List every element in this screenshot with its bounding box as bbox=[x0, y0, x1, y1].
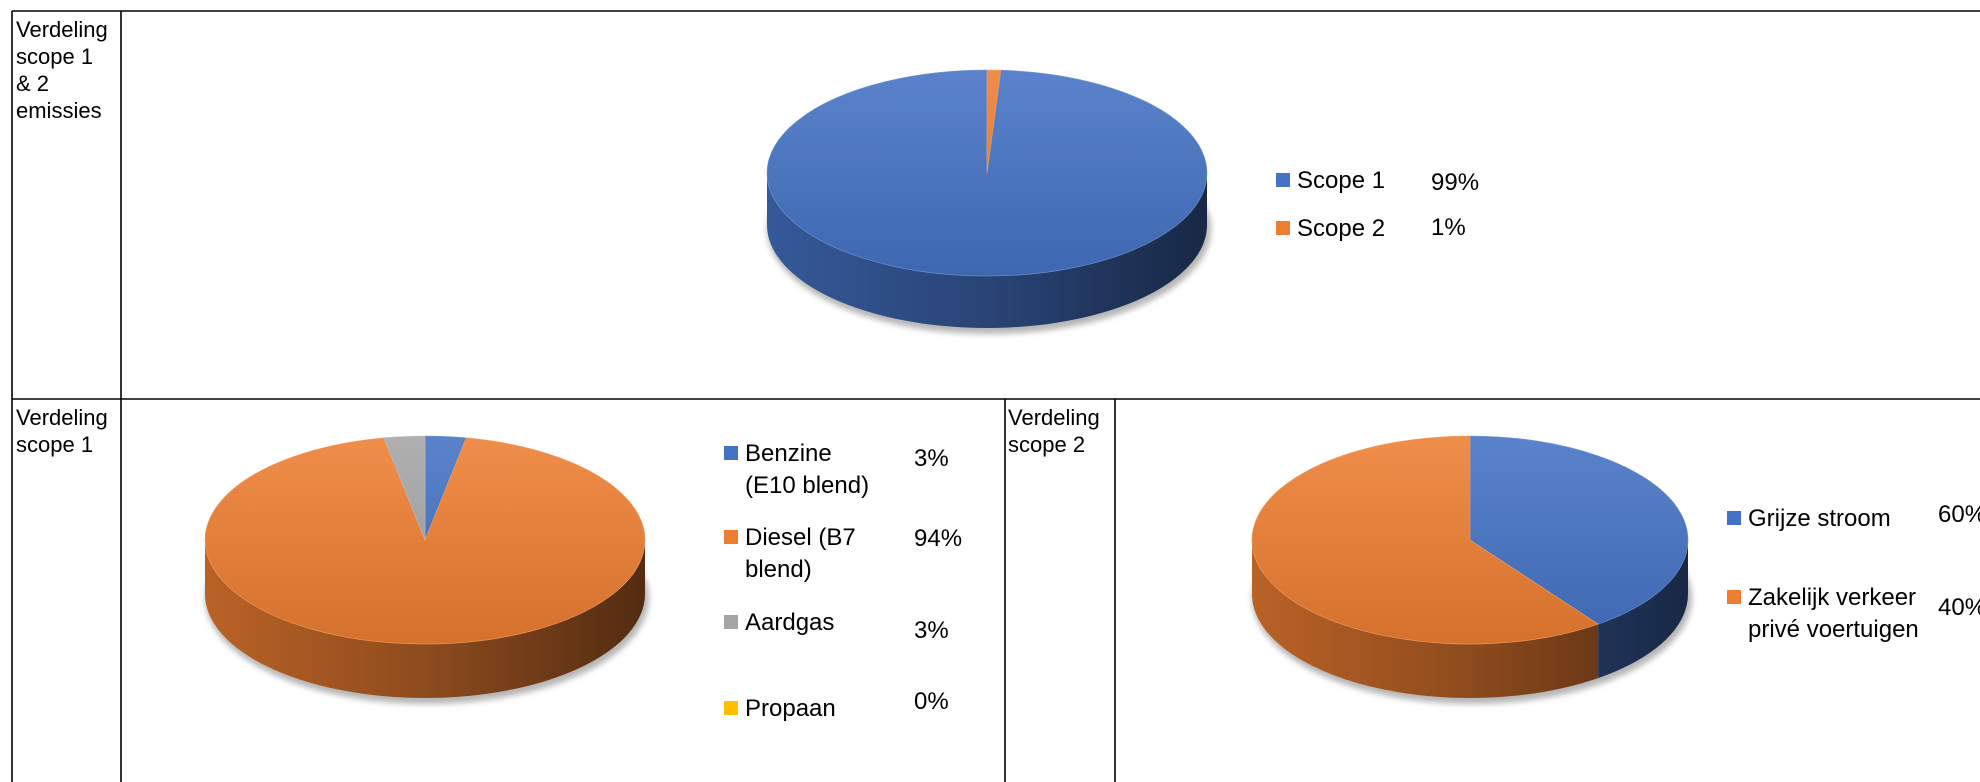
chart-legend-1: Scope 1 99% Scope 2 1% bbox=[1276, 167, 1479, 242]
legend-label-scope-2: Scope 2 bbox=[1297, 215, 1385, 242]
legend-swatch-zakelijk-verkeer-priv-voertuigen bbox=[1727, 590, 1741, 604]
legend-swatch-scope-1 bbox=[1276, 173, 1290, 187]
row-label-scope-1-2: Verdeling scope 1 & 2 emissies bbox=[16, 17, 108, 123]
legend-label-benzine-e10-blend-: Benzine bbox=[745, 440, 832, 467]
pie-side-group bbox=[205, 540, 645, 698]
legend-label-diesel-b7-blend-: Diesel (B7 bbox=[745, 524, 856, 551]
pie-side-scope-1 bbox=[767, 173, 1207, 328]
pie-side-grijze-stroom bbox=[1598, 540, 1688, 679]
legend-label-aardgas: Aardgas bbox=[745, 609, 834, 636]
table-grid bbox=[11, 10, 1980, 782]
legend-label-scope-1: Scope 1 bbox=[1297, 167, 1385, 194]
legend-label-benzine-e10-blend-: (E10 blend) bbox=[745, 472, 869, 499]
legend-percent-aardgas: 3% bbox=[914, 617, 949, 644]
legend-swatch-propaan bbox=[724, 701, 738, 715]
legend-percent-grijze-stroom: 60% bbox=[1938, 501, 1980, 528]
row-label-scope-2: Verdeling scope 2 bbox=[1008, 405, 1100, 457]
chart-legend-3: Grijze stroom 60% Zakelijk verkeer privé vo… bbox=[1727, 501, 1980, 643]
pie-chart-1 bbox=[766, 69, 1211, 334]
charts-layer: Scope 1 99% Scope 2 1% Benzine (E10 blend) 3% D… bbox=[204, 69, 1980, 722]
pie-side-group bbox=[1252, 540, 1688, 698]
legend-swatch-scope-2 bbox=[1276, 221, 1290, 235]
pie-side-diesel-b7-blend- bbox=[205, 540, 645, 698]
row-label-scope-1: Verdeling scope 1 bbox=[16, 405, 108, 457]
chart-legend-2: Benzine (E10 blend) 3% Diesel (B7 blend) 94% A… bbox=[724, 440, 962, 722]
legend-label-propaan: Propaan bbox=[745, 695, 836, 722]
pie-side-group bbox=[767, 173, 1207, 328]
pie-chart-3 bbox=[1251, 435, 1692, 704]
legend-percent-propaan: 0% bbox=[914, 688, 949, 715]
pie-slice-zakelijk-verkeer-priv-voertuigen bbox=[1251, 435, 1599, 645]
legend-label-diesel-b7-blend-: blend) bbox=[745, 556, 812, 583]
legend-swatch-aardgas bbox=[724, 615, 738, 629]
legend-label-zakelijk-verkeer-priv-voertuigen: Zakelijk verkeer bbox=[1748, 584, 1916, 611]
pie-slice-grijze-stroom bbox=[1469, 435, 1689, 625]
pie-slice-scope-2 bbox=[986, 69, 1002, 174]
legend-percent-scope-2: 1% bbox=[1431, 214, 1466, 241]
pie-slice-diesel-b7-blend- bbox=[204, 437, 646, 645]
legend-percent-diesel-b7-blend-: 94% bbox=[914, 525, 962, 552]
legend-percent-benzine-e10-blend-: 3% bbox=[914, 445, 949, 472]
legend-percent-zakelijk-verkeer-priv-voertuigen: 40% bbox=[1938, 594, 1980, 621]
pie-chart-2 bbox=[204, 435, 649, 704]
legend-swatch-diesel-b7-blend- bbox=[724, 530, 738, 544]
legend-label-grijze-stroom: Grijze stroom bbox=[1748, 505, 1891, 532]
pie-side-zakelijk-verkeer-priv-voertuigen bbox=[1252, 540, 1599, 698]
legend-swatch-benzine-e10-blend- bbox=[724, 446, 738, 460]
legend-label-zakelijk-verkeer-priv-voertuigen: privé voertuigen bbox=[1748, 616, 1919, 643]
pie-slice-aardgas bbox=[383, 435, 426, 541]
legend-swatch-grijze-stroom bbox=[1727, 511, 1741, 525]
legend-percent-scope-1: 99% bbox=[1431, 169, 1479, 196]
